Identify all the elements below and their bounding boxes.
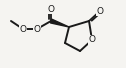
Text: O: O (97, 7, 103, 16)
Text: O: O (88, 35, 96, 44)
Text: O: O (34, 24, 40, 34)
Polygon shape (50, 19, 69, 27)
Text: O: O (48, 4, 55, 14)
Text: O: O (20, 24, 26, 34)
